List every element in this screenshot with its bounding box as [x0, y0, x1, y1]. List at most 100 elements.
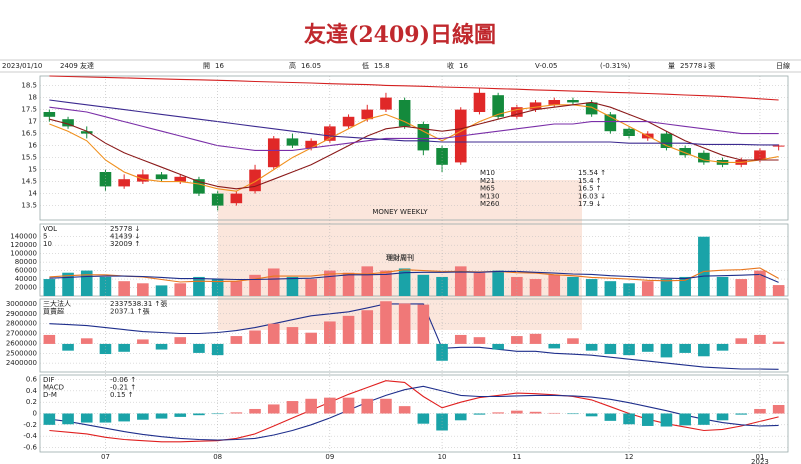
- bar: [118, 413, 130, 422]
- bar: [43, 279, 56, 296]
- info-text: 開: [203, 62, 210, 70]
- legend-name: M65: [480, 185, 495, 193]
- y-tick-label: 16: [28, 142, 37, 150]
- series-line: [49, 101, 779, 190]
- y-tick-label: 16.5: [21, 130, 37, 138]
- y-tick-label: 18.5: [21, 82, 37, 90]
- info-text: 2409 友達: [60, 61, 94, 70]
- bar: [641, 413, 654, 426]
- series-line: [49, 75, 779, 101]
- bar: [305, 398, 317, 414]
- y-tick-label: 80000: [15, 258, 37, 266]
- y-tick-label: 13.5: [21, 202, 37, 210]
- y-tick-label: 0.6: [26, 376, 38, 384]
- info-text: V-0.05: [535, 62, 558, 70]
- bar: [174, 283, 187, 296]
- candle-body: [679, 148, 691, 156]
- candle-body: [567, 100, 579, 103]
- legend-value: 2037.1 ↑張: [110, 308, 150, 316]
- candle-body: [436, 148, 448, 165]
- bar: [548, 343, 561, 349]
- info-text: 低: [362, 61, 369, 70]
- candle-body: [529, 102, 542, 110]
- bar: [641, 281, 654, 296]
- info-text: 2023/01/10: [2, 62, 42, 70]
- candle-body: [772, 145, 785, 147]
- bar: [398, 268, 411, 296]
- x-tick-label: 08: [213, 453, 222, 461]
- candle-body: [137, 174, 149, 182]
- y-tick-label: 15.5: [21, 154, 37, 162]
- bar: [211, 413, 224, 415]
- bar: [230, 336, 243, 344]
- bar: [473, 337, 486, 344]
- bar: [155, 343, 168, 350]
- panel-frame: [39, 223, 789, 297]
- bar: [716, 343, 729, 351]
- candle-body: [585, 102, 598, 115]
- series-line: [49, 104, 779, 192]
- legend-value: 25778 ↓: [110, 225, 140, 233]
- bar: [137, 413, 149, 420]
- bar: [548, 412, 561, 414]
- info-text: 16.05: [301, 62, 321, 70]
- bar: [137, 283, 149, 296]
- series-line: [49, 106, 779, 151]
- bar: [585, 343, 598, 351]
- info-text: 收: [447, 61, 454, 70]
- y-tick-label: 14.5: [21, 178, 37, 186]
- y-tick-label: 15: [28, 166, 37, 174]
- legend-name: M130: [480, 192, 499, 200]
- candle-body: [754, 150, 766, 160]
- legend-value: -0.21 ↑: [110, 384, 136, 392]
- info-text: 量: [668, 62, 675, 70]
- bar: [716, 276, 729, 296]
- candle-body: [623, 128, 635, 136]
- x-tick-label: 11: [512, 453, 521, 461]
- y-tick-label: 2800000: [6, 320, 37, 328]
- candle-body: [305, 140, 317, 148]
- bar: [305, 332, 317, 344]
- y-tick-label: 140000: [10, 233, 37, 241]
- bar: [43, 413, 56, 425]
- bar: [529, 411, 542, 414]
- legend-value: 2337538.31 ↑張: [110, 300, 167, 308]
- candle-body: [398, 100, 411, 127]
- candle-body: [604, 114, 617, 132]
- candle-body: [660, 133, 673, 148]
- bar: [529, 279, 542, 296]
- y-tick-label: 0: [33, 410, 37, 418]
- candle-body: [473, 92, 486, 112]
- legend-value: 16.5 ↑: [578, 185, 602, 193]
- bar: [342, 272, 355, 296]
- y-tick-label: -0.6: [23, 443, 37, 451]
- info-text: 25778↓張: [680, 62, 715, 70]
- bar: [380, 398, 392, 414]
- candle-body: [380, 97, 392, 110]
- y-tick-label: 18: [28, 94, 37, 102]
- bar: [567, 413, 579, 415]
- legend-name: 買賣超: [43, 307, 64, 316]
- info-text: 15.8: [374, 62, 390, 70]
- bar: [454, 334, 467, 344]
- bar: [249, 408, 261, 414]
- bar: [80, 413, 93, 423]
- bar: [174, 337, 187, 344]
- bar: [511, 336, 523, 344]
- legend-name: 10: [43, 240, 52, 248]
- bar: [660, 343, 673, 358]
- bar: [230, 281, 243, 296]
- bar: [155, 413, 168, 419]
- bar: [267, 323, 280, 344]
- y-tick-label: 2400000: [6, 359, 37, 367]
- bar: [342, 315, 355, 344]
- bar: [398, 406, 411, 414]
- bar: [361, 398, 374, 414]
- candle-body: [174, 176, 187, 182]
- legend-value: 16.03 ↓: [578, 192, 606, 200]
- candle-body: [698, 152, 710, 163]
- bar: [567, 338, 579, 344]
- bar: [80, 338, 93, 344]
- candle-body: [193, 179, 205, 194]
